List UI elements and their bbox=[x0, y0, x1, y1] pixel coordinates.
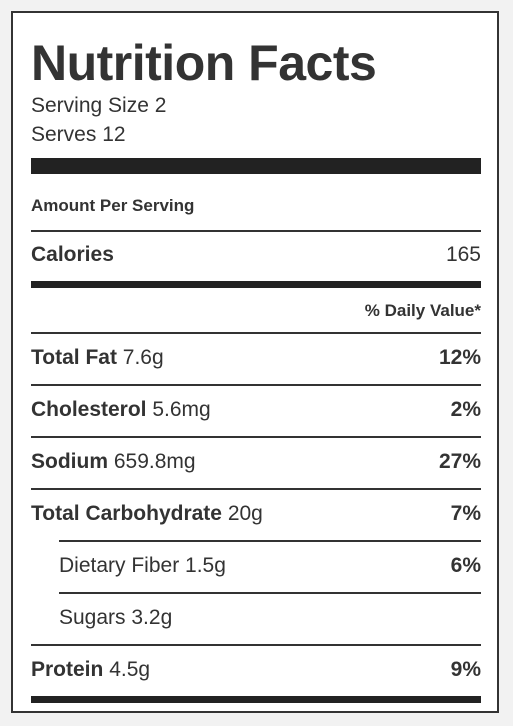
nutrient-name: Cholesterol bbox=[31, 398, 153, 421]
nutrient-amount: 1.5g bbox=[185, 554, 226, 577]
daily-value-header: % Daily Value* bbox=[364, 301, 481, 320]
nutrient-name: Total Fat bbox=[31, 346, 123, 369]
nutrient-amount: 20g bbox=[227, 502, 263, 525]
nutrient-name: Dietary Fiber bbox=[59, 554, 186, 577]
calories-value: 165 bbox=[445, 243, 481, 266]
thick-divider bbox=[31, 158, 481, 174]
divider bbox=[31, 332, 481, 334]
nutrient-percent: 7% bbox=[450, 502, 481, 525]
sub-nutrient-row-dietary-fiber: Dietary Fiber 1.5g 6% bbox=[59, 551, 481, 581]
nutrient-amount: 4.5g bbox=[109, 658, 151, 681]
nutrient-percent: 6% bbox=[450, 554, 481, 577]
nutrient-name: Total Carbohydrate bbox=[31, 502, 228, 525]
nutrient-percent: 27% bbox=[438, 450, 481, 473]
nutrient-percent: 2% bbox=[450, 398, 481, 421]
divider bbox=[31, 644, 481, 646]
divider bbox=[31, 230, 481, 232]
divider bbox=[59, 592, 481, 594]
nutrition-label: Nutrition Facts Serving Size 2 Serves 12… bbox=[11, 11, 499, 713]
divider bbox=[31, 488, 481, 490]
nutrient-name: Sugars bbox=[59, 606, 132, 629]
divider bbox=[31, 384, 481, 386]
divider bbox=[31, 436, 481, 438]
nutrient-row-sodium: Sodium 659.8mg 27% bbox=[31, 447, 481, 477]
nutrient-row-total-carbohydrate: Total Carbohydrate 20g 7% bbox=[31, 499, 481, 529]
serving-size: Serving Size 2 bbox=[31, 94, 167, 117]
serves-count: Serves 12 bbox=[31, 123, 126, 146]
nutrient-row-total-fat: Total Fat 7.6g 12% bbox=[31, 343, 481, 373]
nutrient-row-protein: Protein 4.5g 9% bbox=[31, 655, 481, 685]
label-title: Nutrition Facts bbox=[31, 35, 377, 91]
amount-per-serving: Amount Per Serving bbox=[31, 196, 195, 215]
nutrient-amount: 5.6mg bbox=[152, 398, 211, 421]
nutrient-amount: 7.6g bbox=[122, 346, 164, 369]
nutrient-amount: 3.2g bbox=[131, 606, 173, 629]
nutrient-row-cholesterol: Cholesterol 5.6mg 2% bbox=[31, 395, 481, 425]
calories-label: Calories bbox=[31, 243, 114, 266]
divider bbox=[59, 540, 481, 542]
medium-divider bbox=[31, 281, 481, 288]
nutrient-amount: 659.8mg bbox=[113, 450, 196, 473]
nutrient-name: Sodium bbox=[31, 450, 114, 473]
nutrient-name: Protein bbox=[31, 658, 110, 681]
bottom-divider bbox=[31, 696, 481, 703]
nutrient-percent: 9% bbox=[450, 658, 481, 681]
sub-nutrient-row-sugars: Sugars 3.2g bbox=[59, 603, 481, 633]
nutrient-percent: 12% bbox=[438, 346, 481, 369]
calories-row: Calories 165 bbox=[31, 240, 481, 270]
